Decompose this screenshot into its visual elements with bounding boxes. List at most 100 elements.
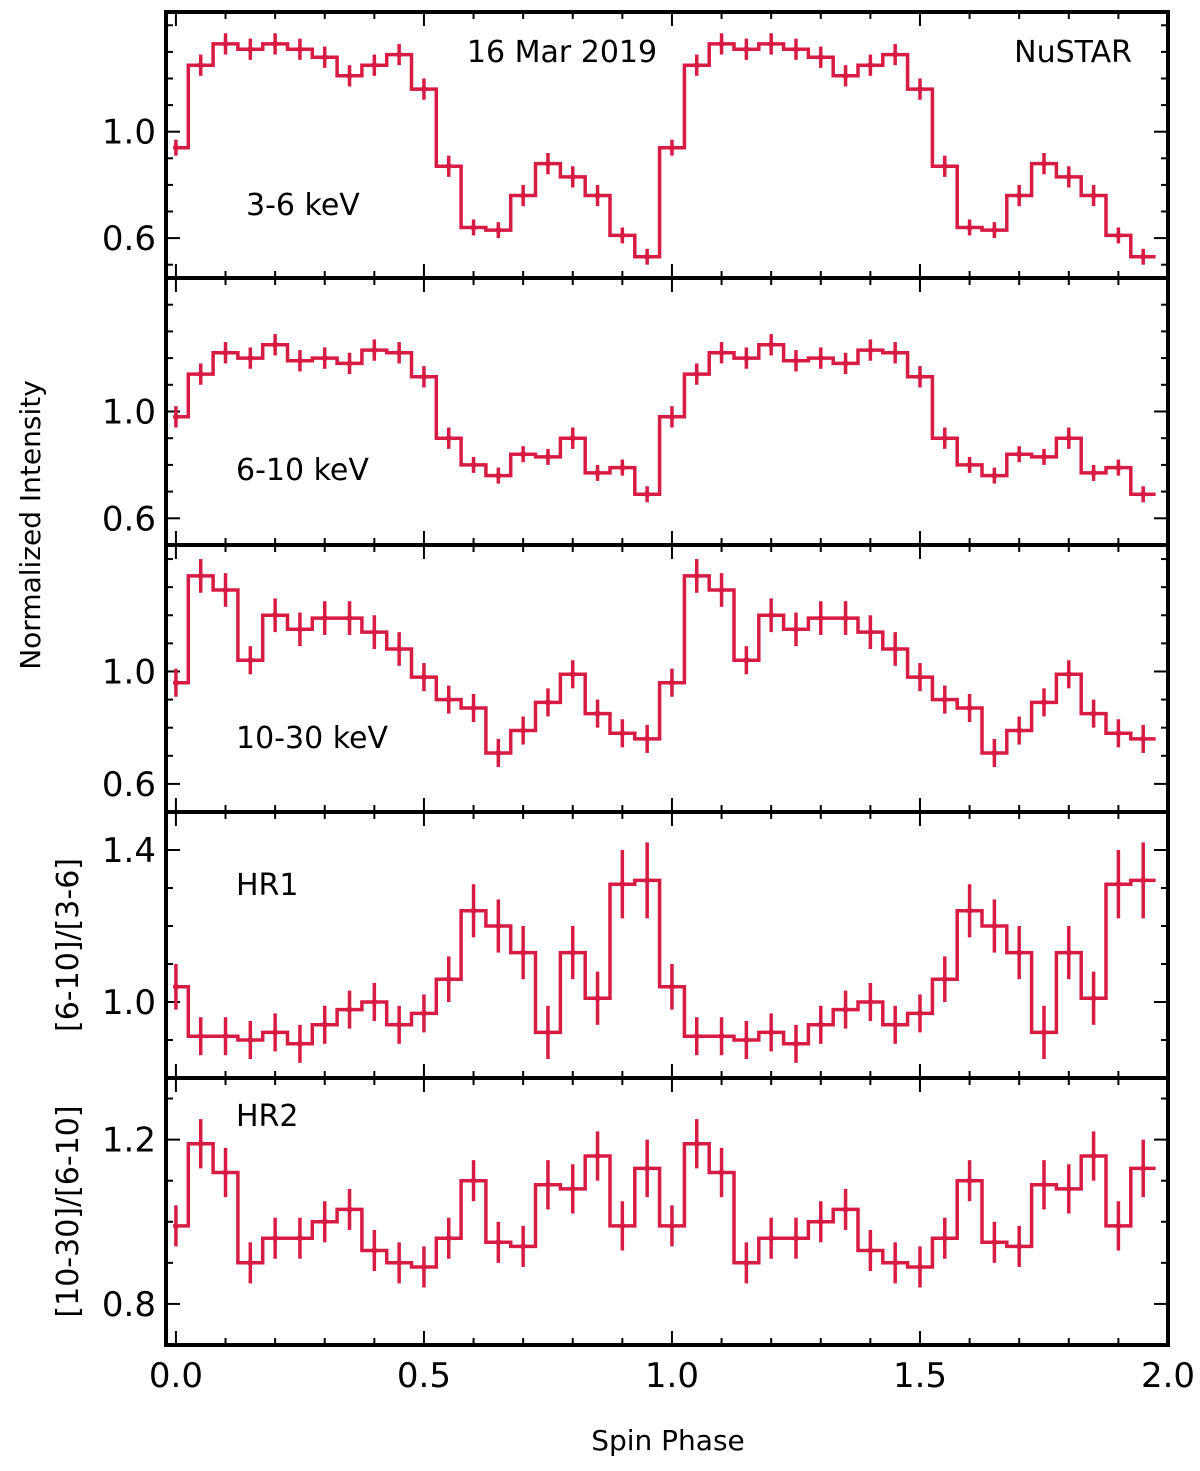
data-point	[1115, 232, 1122, 239]
data-point	[569, 435, 576, 442]
panel-y-axis-label: [10-30]/[6-10]	[51, 1105, 86, 1317]
data-point	[1140, 253, 1147, 260]
panel-4: 1.0 1.4 HR1 [6-10]/[3-6]	[51, 810, 1170, 1080]
data-point	[991, 1239, 998, 1246]
data-point	[743, 657, 750, 664]
data-point	[1040, 453, 1047, 460]
data-point	[445, 1235, 452, 1242]
data-point	[867, 629, 874, 636]
x-axis-label: Spin Phase	[591, 1424, 745, 1457]
data-point	[916, 1010, 923, 1017]
data-point	[197, 62, 204, 69]
panel-y-axis-label: [6-10]/[3-6]	[51, 858, 86, 1032]
data-point	[346, 72, 353, 79]
y-tick-label: 0.6	[102, 219, 156, 259]
data-point	[346, 1206, 353, 1213]
data-point	[916, 1263, 923, 1270]
data-point	[792, 357, 799, 364]
data-point	[222, 586, 229, 593]
data-point	[1115, 881, 1122, 888]
data-point	[842, 1206, 849, 1213]
data-point	[718, 1033, 725, 1040]
step-line	[175, 42, 1156, 259]
data-point	[668, 413, 675, 420]
data-point	[619, 464, 626, 471]
data-point	[619, 232, 626, 239]
data-point	[693, 371, 700, 378]
data-point	[544, 1181, 551, 1188]
data-point	[768, 1235, 775, 1242]
data-point	[346, 1006, 353, 1013]
data-point	[619, 730, 626, 737]
data-point	[892, 645, 899, 652]
data-point	[644, 253, 651, 260]
data-point	[966, 705, 973, 712]
data-point	[1040, 1029, 1047, 1036]
data-point	[743, 1037, 750, 1043]
data-point	[420, 1010, 427, 1017]
data-point	[420, 86, 427, 93]
data-point	[743, 1259, 750, 1266]
data-point	[594, 1153, 601, 1160]
data-point	[644, 735, 651, 742]
data-point	[544, 453, 551, 460]
data-point	[222, 1169, 229, 1176]
data-point	[420, 373, 427, 380]
data-point	[1140, 491, 1147, 498]
data-point	[892, 349, 899, 356]
panel-annotation: HR2	[236, 1099, 299, 1134]
data-point	[495, 227, 502, 234]
data-point	[941, 163, 948, 170]
data-point	[743, 355, 750, 362]
data-point	[396, 51, 403, 58]
data-point	[371, 347, 378, 354]
data-point	[520, 451, 527, 458]
data-point	[668, 983, 675, 990]
panel-5: 0.8 1.2 HR2 [10-30]/[6-10]	[51, 1076, 1170, 1347]
data-point	[768, 341, 775, 348]
data-point	[197, 1140, 204, 1147]
data-point	[272, 40, 279, 47]
y-tick-label: 0.8	[102, 1285, 156, 1325]
data-point	[842, 615, 849, 622]
data-point	[569, 949, 576, 956]
data-point	[1090, 469, 1097, 476]
data-point	[520, 727, 527, 734]
data-point	[966, 461, 973, 468]
data-point	[817, 615, 824, 622]
x-tick-label: 0.0	[149, 1356, 203, 1396]
data-point	[197, 572, 204, 579]
x-tick-label: 1.0	[645, 1356, 699, 1396]
data-point	[644, 1165, 651, 1172]
data-point	[197, 371, 204, 378]
data-point	[321, 1021, 328, 1028]
data-point	[1040, 699, 1047, 706]
data-point	[867, 62, 874, 69]
data-point	[247, 355, 254, 362]
step-line	[175, 343, 1156, 497]
data-point	[619, 1222, 626, 1229]
data-point	[1115, 464, 1122, 471]
data-point	[321, 615, 328, 622]
y-tick-label: 0.6	[102, 765, 156, 805]
data-point	[470, 461, 477, 468]
data-point	[569, 1185, 576, 1192]
data-point	[470, 705, 477, 712]
data-point	[817, 355, 824, 362]
panel-annotation: 16 Mar 2019	[467, 35, 657, 70]
data-point	[916, 674, 923, 681]
panel-3: 0.6 1.0 10-30 keV	[102, 543, 1170, 814]
data-point	[941, 1235, 948, 1242]
data-point	[792, 1235, 799, 1242]
data-point	[197, 1033, 204, 1040]
data-point	[594, 995, 601, 1002]
panel-frame	[164, 543, 1170, 814]
panel-annotation: 3-6 keV	[246, 188, 360, 223]
y-tick-label: 0.6	[102, 499, 156, 539]
data-point	[768, 1029, 775, 1036]
panel-annotation: 6-10 keV	[236, 453, 369, 488]
data-point	[272, 1029, 279, 1036]
y-tick-label: 1.0	[102, 393, 156, 433]
data-point	[172, 983, 179, 990]
